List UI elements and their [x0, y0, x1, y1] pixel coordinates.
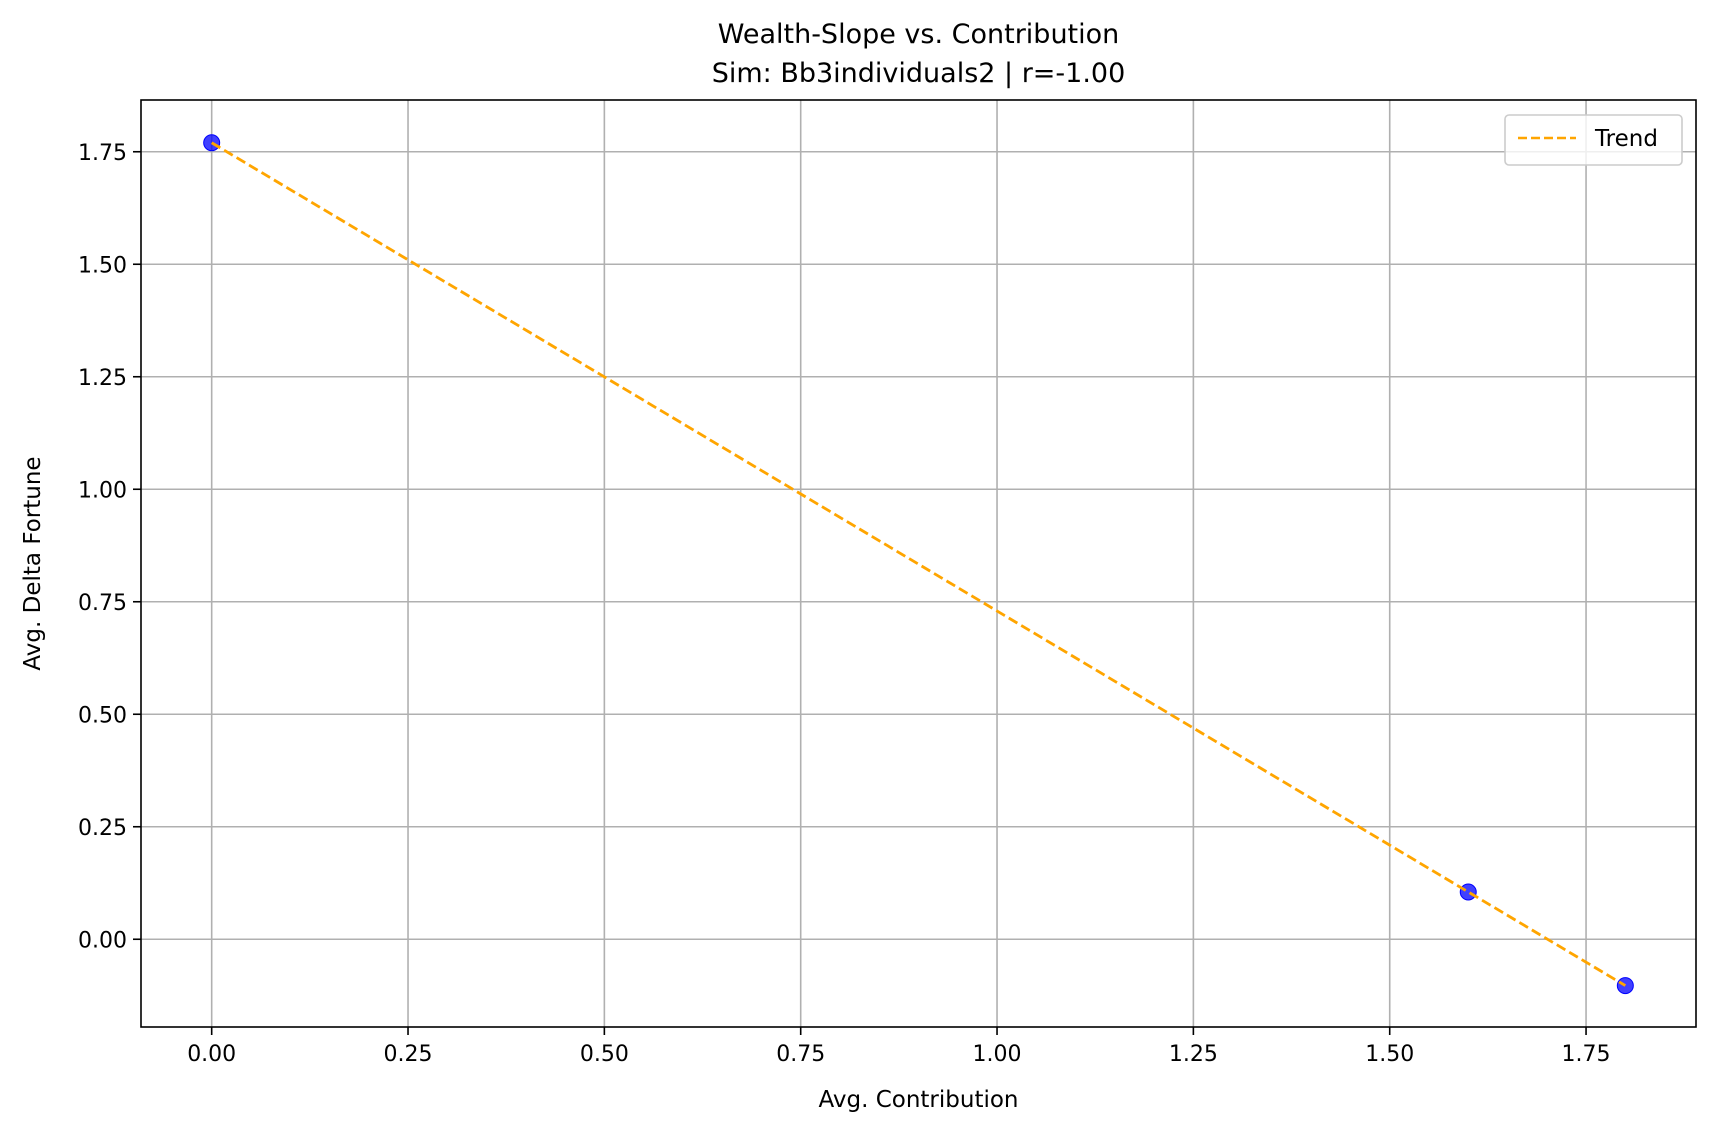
chart-title: Wealth-Slope vs. Contribution	[718, 19, 1120, 50]
x-tick-label: 0.25	[384, 1042, 433, 1067]
axis-ticks: 0.00 0.25 0.50 0.75 1.00 1.25 1.50 1.75 0.00 0.25…	[78, 141, 1611, 1067]
trend-line	[210, 141, 1627, 987]
y-tick-label: 1.50	[78, 253, 127, 278]
x-tick-label: 1.75	[1562, 1042, 1611, 1067]
y-tick-label: 0.50	[78, 703, 127, 728]
grid	[141, 100, 1696, 1027]
plot-frame	[140, 99, 1697, 1028]
x-tick-label: 0.00	[187, 1042, 236, 1067]
y-tick-label: 1.75	[78, 141, 127, 166]
y-tick-label: 0.25	[78, 816, 127, 841]
x-tick-label: 0.50	[580, 1042, 629, 1067]
y-tick-label: 1.00	[78, 478, 127, 503]
y-tick-label: 1.25	[78, 366, 127, 391]
x-tick-label: 1.25	[1169, 1042, 1218, 1067]
data-marks	[203, 134, 1634, 995]
legend: Trend	[1504, 114, 1683, 166]
legend-box	[1504, 114, 1683, 166]
scatter-point	[1459, 883, 1477, 901]
x-tick-label: 1.50	[1365, 1042, 1414, 1067]
y-axis-label: Avg. Delta Fortune	[20, 456, 46, 670]
y-tick-label: 0.00	[78, 928, 127, 953]
legend-label-trend: Trend	[1594, 126, 1658, 152]
x-tick-label: 0.75	[776, 1042, 825, 1067]
x-tick-label: 1.00	[973, 1042, 1022, 1067]
y-tick-label: 0.75	[78, 591, 127, 616]
x-axis-label: Avg. Contribution	[818, 1087, 1018, 1113]
chart-subtitle: Sim: Bb3individuals2 | r=-1.00	[712, 58, 1126, 89]
